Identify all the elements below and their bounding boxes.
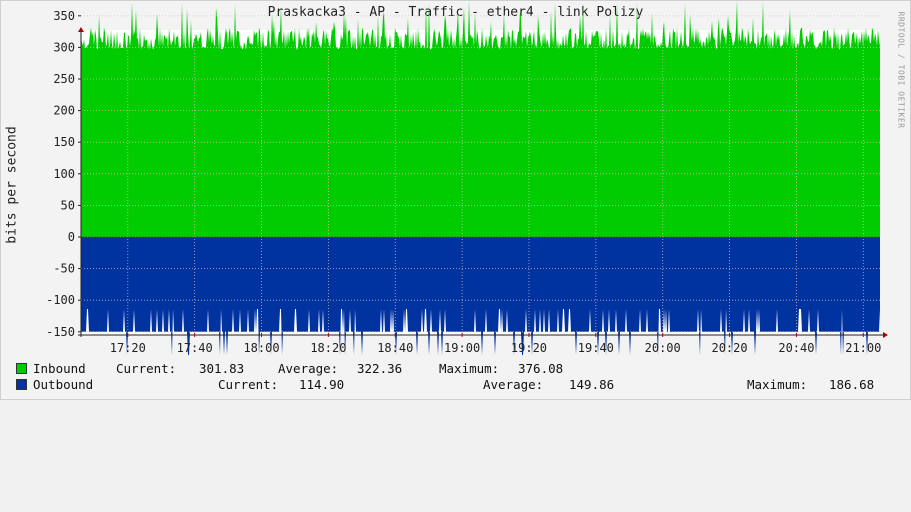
y-tick-label: 200 (53, 104, 75, 118)
traffic-areas (81, 0, 880, 355)
outbound-maximum-label: Maximum: (747, 377, 808, 392)
y-tick-label: -50 (53, 262, 75, 276)
x-tick-label: 18:00 (243, 341, 279, 355)
y-tick-labels: 350 300 250 200 150 100 50 0 -50 -100 -150 (46, 9, 81, 339)
y-tick-label: 300 (53, 40, 75, 54)
inbound-name: Inbound (33, 361, 86, 376)
chart-title: Praskacka3 - AP - Traffic - ether4 - lin… (267, 5, 644, 20)
x-tick-label: 19:40 (578, 341, 614, 355)
x-tick-label: 18:40 (377, 341, 413, 355)
inbound-current-label: Current: (116, 361, 177, 376)
y-tick-label: -150 (46, 325, 75, 339)
inbound-current-value: 301.83 (199, 361, 245, 376)
axes (78, 27, 888, 338)
outbound-current-label: Current: (218, 377, 279, 392)
outbound-area (81, 237, 880, 355)
x-tick-label: 18:20 (310, 341, 346, 355)
outbound-average-value: 149.86 (569, 377, 615, 392)
y-tick-label: 350 (53, 9, 75, 23)
x-tick-label: 20:20 (711, 341, 747, 355)
outbound-name: Outbound (33, 377, 94, 392)
y-tick-label: 100 (53, 167, 75, 181)
outbound-average-label: Average: (483, 377, 544, 392)
x-tick-label: 17:20 (110, 341, 146, 355)
x-tick-label: 19:20 (511, 341, 547, 355)
x-tick-label: 20:00 (645, 341, 681, 355)
y-tick-label: 250 (53, 72, 75, 86)
inbound-maximum-value: 376.08 (518, 361, 564, 376)
y-tick-label: -100 (46, 293, 75, 307)
y-tick-label: 150 (53, 135, 75, 149)
inbound-average-label: Average: (278, 361, 339, 376)
x-tick-label: 20:40 (778, 341, 814, 355)
x-axis-arrow (883, 332, 888, 338)
legend-outbound: Outbound Current: 114.90 Average: 149.86… (16, 377, 874, 392)
outbound-swatch (16, 379, 27, 390)
outbound-current-value: 114.90 (299, 377, 345, 392)
x-tick-label: 19:00 (444, 341, 480, 355)
outbound-maximum-value: 186.68 (829, 377, 875, 392)
y-tick-label: 0 (68, 230, 75, 244)
legend-inbound: Inbound Current: 301.83 Average: 322.36 … (16, 361, 563, 376)
x-tick-label: 21:00 (845, 341, 881, 355)
inbound-area (81, 0, 880, 238)
x-tick-labels: 17:20 17:40 18:00 18:20 18:40 19:00 19:20 19:40… (110, 333, 881, 355)
y-axis-arrow (78, 27, 84, 32)
x-tick-label: 17:40 (177, 341, 213, 355)
inbound-maximum-label: Maximum: (439, 361, 500, 376)
inbound-average-value: 322.36 (357, 361, 403, 376)
inbound-swatch (16, 363, 27, 374)
y-tick-label: 50 (61, 198, 75, 212)
